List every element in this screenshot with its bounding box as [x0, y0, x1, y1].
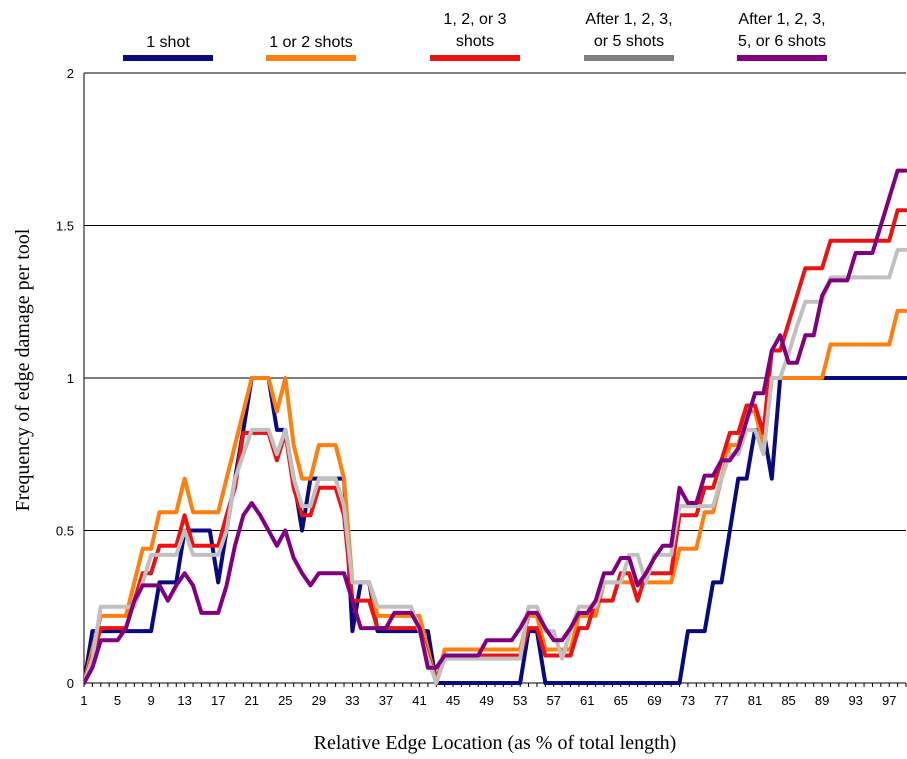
x-tick-label: 81 [748, 693, 762, 708]
x-tick-label: 61 [580, 693, 594, 708]
legend-label: 1 or 2 shots [269, 34, 353, 51]
series-lines [84, 168, 907, 685]
legend: 1 shot 1 or 2 shots 1, 2, or 3 shots After 1… [123, 11, 827, 61]
x-tick-label: 49 [479, 693, 493, 708]
legend-label: After 1, 2, 3, [738, 11, 825, 28]
y-tick-label: 1 [67, 371, 74, 386]
legend-label: or 5 shots [594, 33, 664, 50]
y-tick-label: 0.5 [56, 524, 74, 539]
x-tick-label: 33 [345, 693, 359, 708]
x-tick-label: 41 [412, 693, 426, 708]
series-line-3 [84, 208, 907, 685]
x-tick-label: 97 [882, 693, 896, 708]
gridlines [84, 72, 906, 531]
x-tick-label: 65 [614, 693, 628, 708]
x-tick-label: 29 [312, 693, 326, 708]
x-tick-label: 73 [681, 693, 695, 708]
legend-label: 5, or 6 shots [738, 33, 826, 50]
x-tick-label: 77 [714, 693, 728, 708]
x-tick-label: 25 [278, 693, 292, 708]
legend-item-2: 1 or 2 shots [266, 34, 356, 61]
x-tick-label: 45 [446, 693, 460, 708]
x-tick-label: 57 [546, 693, 560, 708]
legend-label: 1 shot [146, 34, 190, 51]
x-tick-label: 89 [815, 693, 829, 708]
legend-item-4: After 1, 2, 3, or 5 shots [584, 11, 674, 61]
x-tick-label: 37 [379, 693, 393, 708]
legend-label: After 1, 2, 3, [585, 11, 672, 28]
x-tick-label: 9 [147, 693, 154, 708]
x-tick-label: 93 [848, 693, 862, 708]
legend-item-5: After 1, 2, 3, 5, or 6 shots [737, 11, 827, 61]
legend-label: shots [456, 33, 494, 50]
x-tick-label: 53 [513, 693, 527, 708]
series-line-4 [84, 247, 907, 685]
y-tick-label: 2 [67, 66, 74, 81]
x-tick-label: 21 [245, 693, 259, 708]
y-axis-title: Frequency of edge damage per tool [12, 228, 34, 511]
series-line-1 [84, 376, 907, 685]
tick-labels: 00.511.521 5 9 13 17 21 25 29 33 37 41 45 49 53 57 61 65… [56, 66, 897, 708]
legend-label: 1, 2, or 3 [443, 11, 506, 28]
x-tick-label: 85 [781, 693, 795, 708]
x-tick-label: 5 [114, 693, 121, 708]
x-tick-label: 69 [647, 693, 661, 708]
x-tick-label: 17 [211, 693, 225, 708]
y-tick-label: 1.5 [56, 219, 74, 234]
x-tick-label: 1 [80, 693, 87, 708]
legend-item-3: 1, 2, or 3 shots [430, 11, 520, 61]
x-axis-title: Relative Edge Location (as % of total le… [314, 732, 677, 754]
y-tick-label: 0 [67, 676, 74, 691]
series-line-5 [84, 168, 907, 685]
x-tick-label: 13 [177, 693, 191, 708]
legend-item-1: 1 shot [123, 34, 213, 61]
